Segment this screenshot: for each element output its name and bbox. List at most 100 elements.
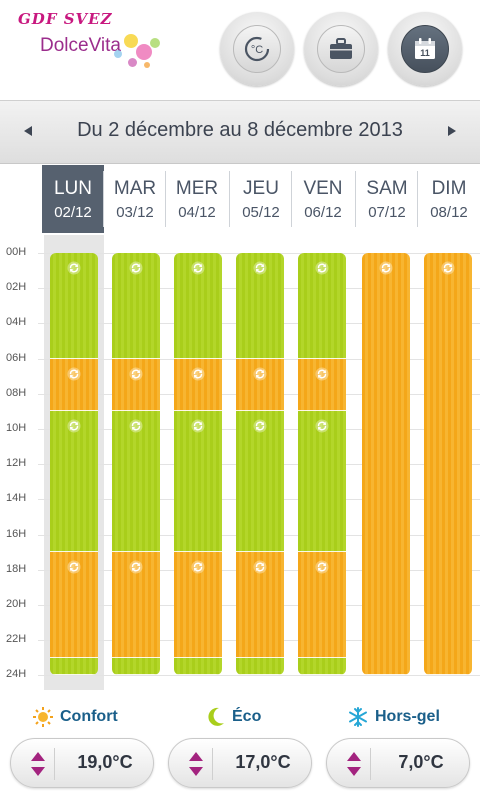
schedule-segment-eco[interactable] <box>50 657 98 676</box>
schedule-segment-confort[interactable] <box>298 552 346 658</box>
cycle-icon <box>253 419 267 433</box>
legend-hors-gel: Hors-gel <box>347 704 440 730</box>
vacation-mode-button[interactable] <box>304 12 378 86</box>
schedule-segment-eco[interactable] <box>174 411 222 553</box>
day-schedule-column-lun[interactable] <box>50 253 98 676</box>
schedule-segment-eco[interactable] <box>236 411 284 553</box>
cycle-icon <box>67 560 81 574</box>
schedule-segment-eco[interactable] <box>112 657 160 676</box>
legend-eco-label: Éco <box>232 708 262 725</box>
day-headers: LUN 02/12 MAR 03/12 MER 04/12 JEU 05/12 VEN 06/12… <box>0 165 480 233</box>
hour-label: 02H <box>6 281 27 294</box>
hour-label: 22H <box>6 633 27 646</box>
day-tab-mer[interactable]: MER 04/12 <box>166 165 228 233</box>
schedule-segment-confort[interactable] <box>424 253 472 676</box>
schedule-segment-eco[interactable] <box>112 411 160 553</box>
legend-hors-gel-label: Hors-gel <box>375 708 440 725</box>
hour-label: 12H <box>6 457 27 470</box>
day-tab-lun[interactable]: LUN 02/12 <box>42 165 104 233</box>
schedule-segment-eco[interactable] <box>236 253 284 359</box>
day-tab-dim[interactable]: DIM 08/12 <box>418 165 480 233</box>
sun-icon <box>33 707 53 727</box>
suitcase-icon <box>330 38 352 59</box>
snowflake-icon <box>349 707 367 727</box>
triangle-right-icon <box>448 126 456 136</box>
schedule-segment-confort[interactable] <box>112 358 160 412</box>
calendar-day-number: 11 <box>420 48 430 58</box>
day-separator <box>291 171 292 227</box>
confort-stepper-arrows[interactable] <box>21 748 55 780</box>
day-schedule-column-sam[interactable] <box>362 253 410 676</box>
day-date: 06/12 <box>304 204 342 221</box>
cycle-icon <box>191 261 205 275</box>
schedule-segment-eco[interactable] <box>50 411 98 553</box>
schedule-segment-eco[interactable] <box>298 657 346 676</box>
day-schedule-column-mer[interactable] <box>174 253 222 676</box>
cycle-icon <box>315 419 329 433</box>
up-down-arrows-icon <box>347 752 361 776</box>
schedule-segment-eco[interactable] <box>174 657 222 676</box>
day-separator <box>103 171 104 227</box>
day-schedule-column-jeu[interactable] <box>236 253 284 676</box>
day-tab-jeu[interactable]: JEU 05/12 <box>230 165 292 233</box>
week-range-title: Du 2 décembre au 8 décembre 2013 <box>77 119 403 141</box>
cycle-icon <box>129 261 143 275</box>
day-name: SAM <box>366 178 408 199</box>
schedule-segment-confort[interactable] <box>174 358 222 412</box>
hors-gel-temperature-stepper[interactable]: 7,0°C <box>326 738 470 788</box>
hour-label: 06H <box>6 351 27 364</box>
schedule-segment-eco[interactable] <box>50 253 98 359</box>
cycle-icon <box>315 367 329 381</box>
schedule-segment-confort[interactable] <box>236 358 284 412</box>
schedule-segment-eco[interactable] <box>298 253 346 359</box>
logo-dots <box>106 30 166 80</box>
eco-stepper-arrows[interactable] <box>179 748 213 780</box>
temperature-mode-button[interactable]: °C <box>220 12 294 86</box>
day-date: 08/12 <box>430 204 468 221</box>
up-down-arrows-icon <box>31 752 45 776</box>
day-name: JEU <box>243 178 279 199</box>
weekly-schedule-grid: 00H 02H 04H 06H 08H 10H 12H 14H 16H 18H 20H 22H 24H <box>0 235 480 690</box>
previous-week-button[interactable] <box>18 123 38 143</box>
app-header: GDF SVEZ DolceVita °C <box>0 0 480 100</box>
schedule-segment-eco[interactable] <box>298 411 346 553</box>
day-schedule-column-mar[interactable] <box>112 253 160 676</box>
schedule-segment-confort[interactable] <box>50 358 98 412</box>
day-schedule-column-dim[interactable] <box>424 253 472 676</box>
hour-label: 04H <box>6 316 27 329</box>
calendar-mode-button[interactable]: 11 <box>388 12 462 86</box>
hour-label: 16H <box>6 527 27 540</box>
schedule-segment-confort[interactable] <box>236 552 284 658</box>
next-week-button[interactable] <box>442 123 462 143</box>
hour-gridline <box>38 675 480 677</box>
cycle-icon <box>315 560 329 574</box>
schedule-segment-eco[interactable] <box>174 253 222 359</box>
day-tab-mar[interactable]: MAR 03/12 <box>104 165 166 233</box>
cycle-icon <box>191 560 205 574</box>
day-separator <box>165 171 166 227</box>
day-separator <box>417 171 418 227</box>
logo-brand: GDF SVEZ <box>18 10 113 28</box>
day-date: 02/12 <box>54 204 92 221</box>
confort-temperature-stepper[interactable]: 19,0°C <box>10 738 154 788</box>
day-tab-sam[interactable]: SAM 07/12 <box>356 165 418 233</box>
hors-gel-stepper-arrows[interactable] <box>337 748 371 780</box>
legend-eco: Éco <box>206 704 261 730</box>
day-tab-ven[interactable]: VEN 06/12 <box>292 165 354 233</box>
schedule-segment-eco[interactable] <box>112 253 160 359</box>
gdf-suez-dolcevita-logo: GDF SVEZ DolceVita <box>18 10 168 80</box>
eco-temperature-stepper[interactable]: 17,0°C <box>168 738 312 788</box>
up-down-arrows-icon <box>189 752 203 776</box>
day-date: 03/12 <box>116 204 154 221</box>
day-schedule-column-ven[interactable] <box>298 253 346 676</box>
schedule-segment-confort[interactable] <box>298 358 346 412</box>
schedule-segment-confort[interactable] <box>362 253 410 676</box>
schedule-segment-confort[interactable] <box>174 552 222 658</box>
schedule-segment-confort[interactable] <box>50 552 98 658</box>
cycle-icon <box>253 261 267 275</box>
cycle-icon <box>253 367 267 381</box>
schedule-segment-eco[interactable] <box>236 657 284 676</box>
day-name: MAR <box>113 178 157 199</box>
schedule-segment-confort[interactable] <box>112 552 160 658</box>
cycle-icon <box>129 367 143 381</box>
